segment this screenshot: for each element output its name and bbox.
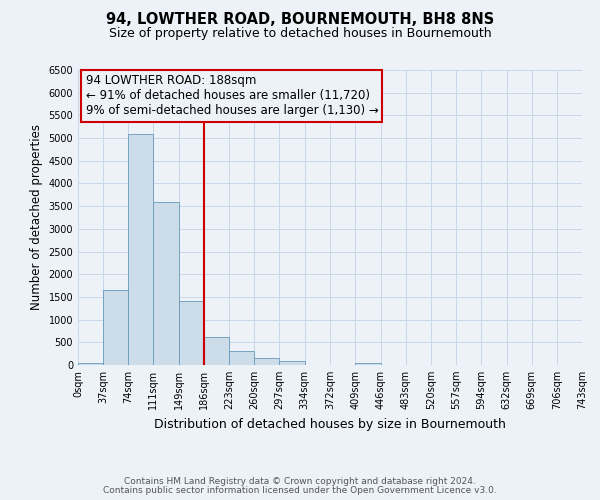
Bar bbox=[78, 362, 103, 365]
Text: 94, LOWTHER ROAD, BOURNEMOUTH, BH8 8NS: 94, LOWTHER ROAD, BOURNEMOUTH, BH8 8NS bbox=[106, 12, 494, 28]
Text: Contains public sector information licensed under the Open Government Licence v3: Contains public sector information licen… bbox=[103, 486, 497, 495]
X-axis label: Distribution of detached houses by size in Bournemouth: Distribution of detached houses by size … bbox=[154, 418, 506, 430]
Y-axis label: Number of detached properties: Number of detached properties bbox=[30, 124, 43, 310]
Text: Size of property relative to detached houses in Bournemouth: Size of property relative to detached ho… bbox=[109, 28, 491, 40]
Bar bbox=[355, 362, 380, 365]
Bar bbox=[179, 300, 204, 365]
Text: Contains HM Land Registry data © Crown copyright and database right 2024.: Contains HM Land Registry data © Crown c… bbox=[124, 477, 476, 486]
Bar bbox=[254, 358, 280, 365]
Text: 94 LOWTHER ROAD: 188sqm
← 91% of detached houses are smaller (11,720)
9% of semi: 94 LOWTHER ROAD: 188sqm ← 91% of detache… bbox=[86, 74, 379, 118]
Bar bbox=[103, 290, 128, 365]
Bar bbox=[153, 202, 179, 365]
Bar bbox=[128, 134, 153, 365]
Bar bbox=[229, 352, 254, 365]
Bar bbox=[204, 337, 229, 365]
Bar bbox=[280, 362, 305, 365]
